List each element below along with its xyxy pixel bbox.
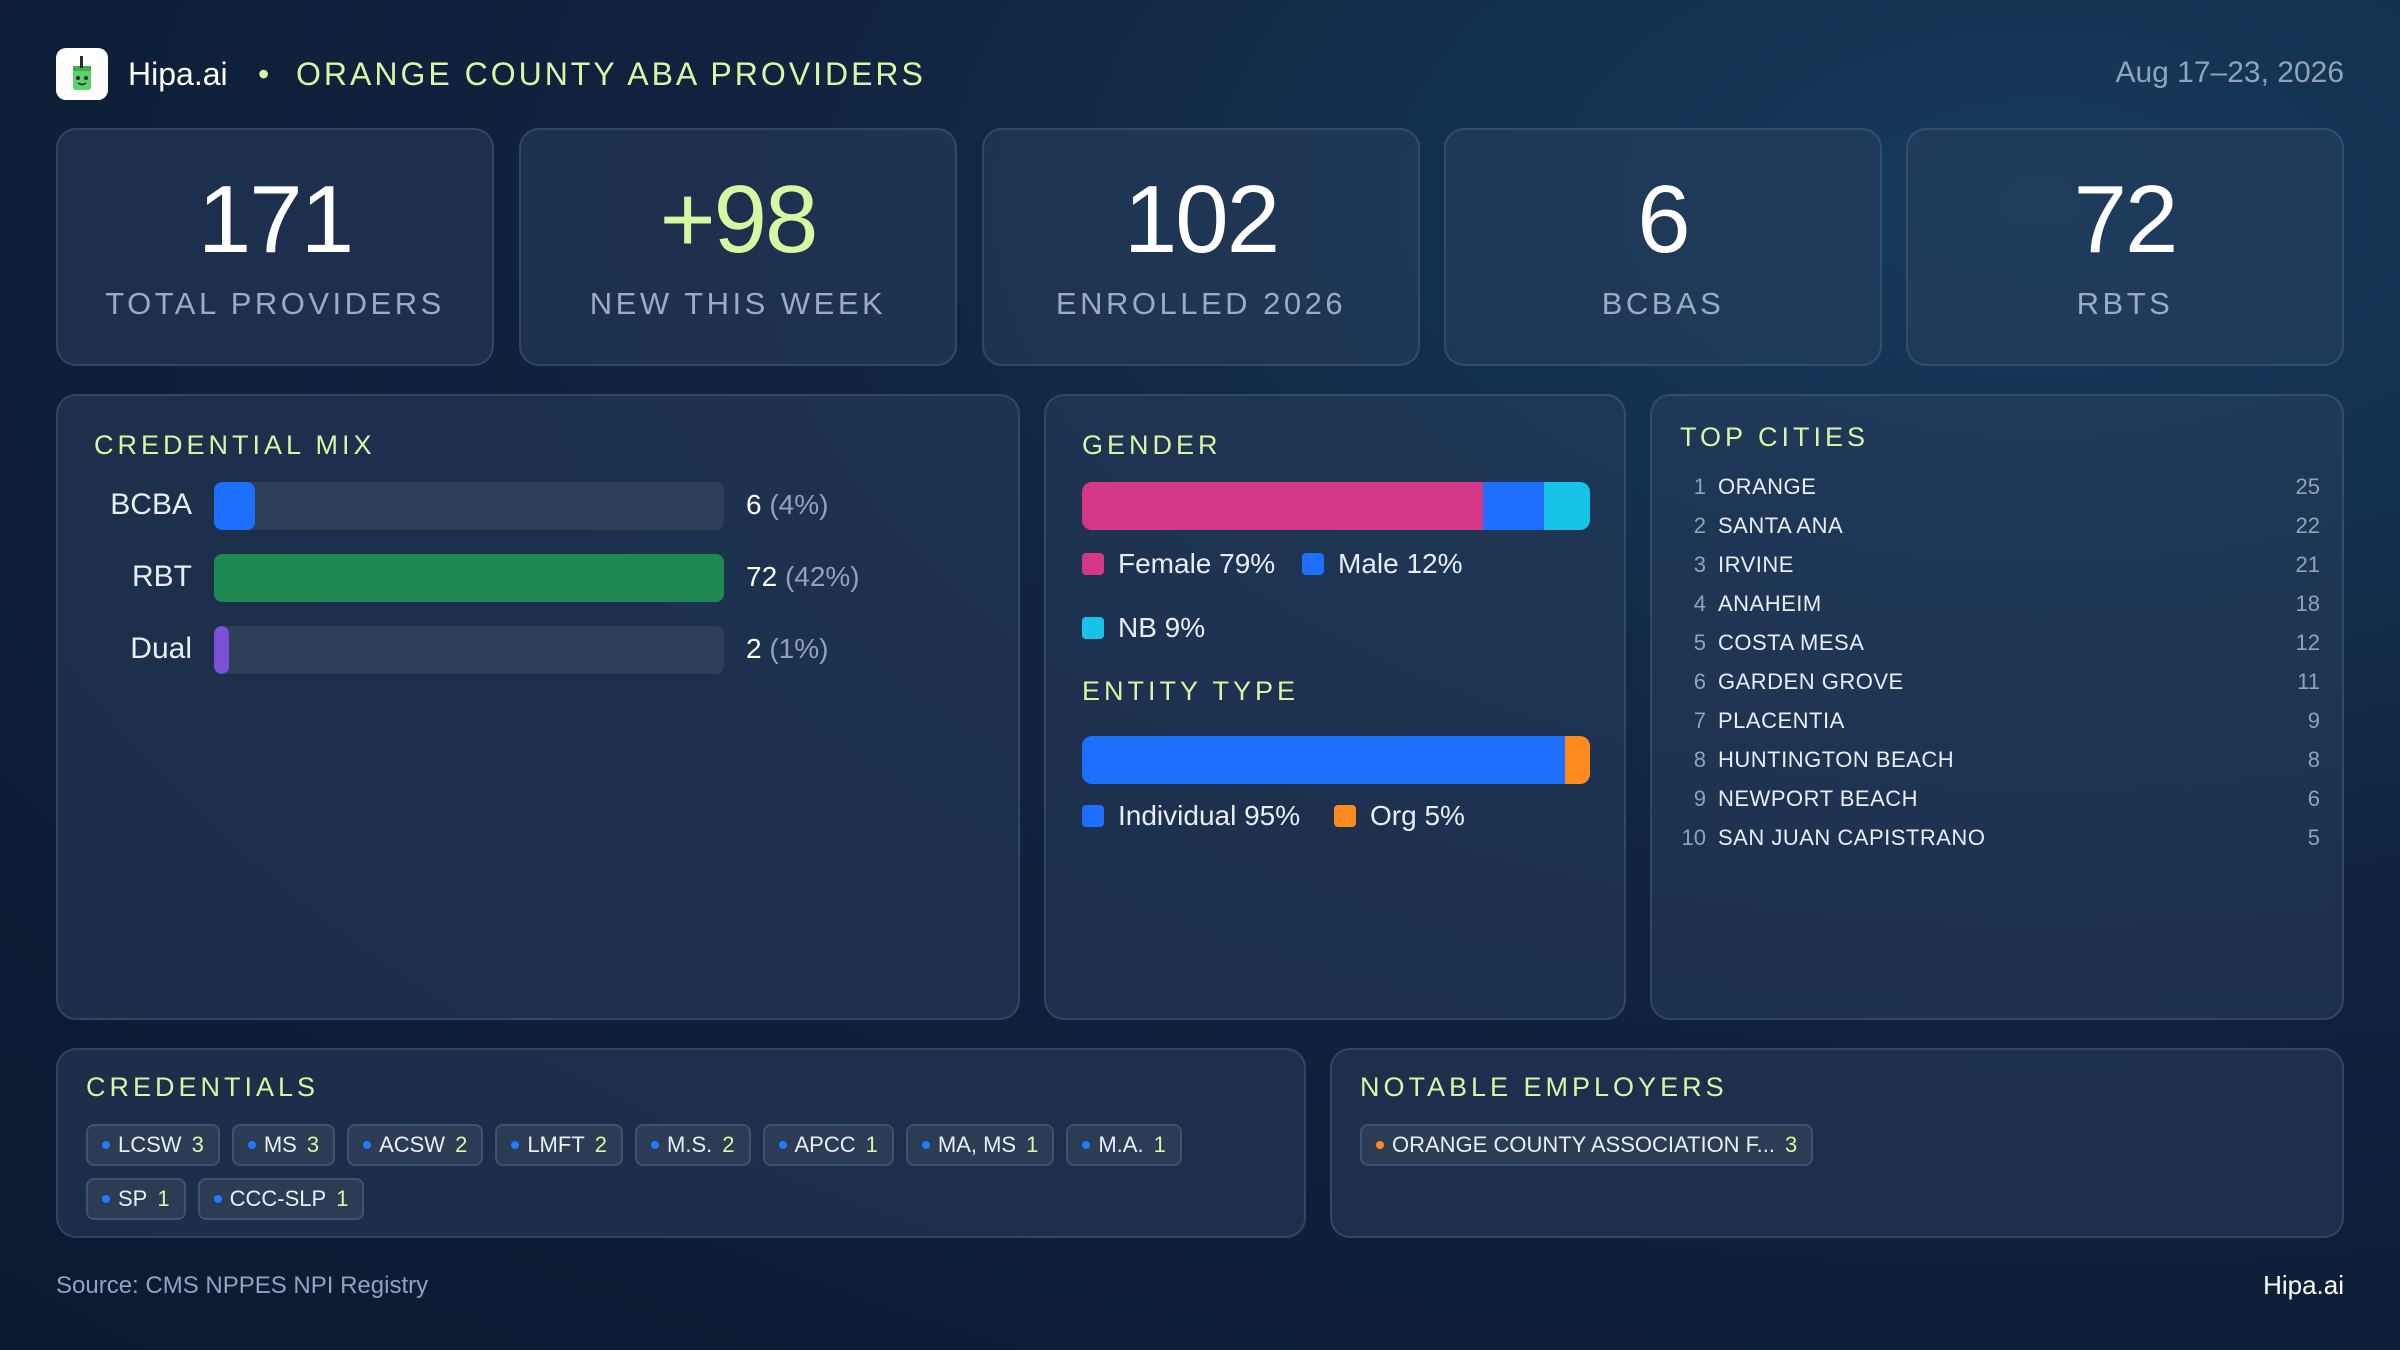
bar-label: Dual (130, 632, 192, 665)
kpi-new-this-week: +98 NEW THIS WEEK (519, 128, 957, 366)
credential-chip[interactable]: M.A. 1 (1066, 1124, 1182, 1166)
kpi-bcbas: 6 BCBAS (1444, 128, 1882, 366)
entity-segment-org (1564, 736, 1590, 784)
city-row: 8 HUNTINGTON BEACH 8 (1693, 747, 2320, 772)
bar-track (214, 482, 724, 530)
date-range: Aug 17–23, 2026 (2115, 56, 2344, 89)
employers-panel: NOTABLE EMPLOYERS ORANGE COUNTY ASSOCIAT… (1330, 1048, 2344, 1238)
kpi-label: BCBAS (1601, 286, 1725, 321)
credential-chips: LCSW 3 MS 3 ACSW 2 LMFT 2 M.S. 2 APCC 1 MA, MS… (86, 1124, 1276, 1220)
legend-female: Female 79% (1082, 548, 1275, 580)
credential-chip[interactable]: M.S. 2 (635, 1124, 751, 1166)
section-title: NOTABLE EMPLOYERS (1360, 1072, 1728, 1102)
employer-chip[interactable]: ORANGE COUNTY ASSOCIATION F... 3 (1360, 1124, 1814, 1166)
gender-segment-male (1483, 482, 1545, 530)
gender-segment-nb (1544, 482, 1590, 530)
bar-value: 6 (4%) (746, 489, 829, 520)
kpi-label: ENROLLED 2026 (1055, 286, 1347, 321)
legend-org: Org 5% (1334, 800, 1465, 832)
credential-chip[interactable]: ACSW 2 (347, 1124, 484, 1166)
kpi-value: 171 (197, 166, 354, 273)
bar-row-bcba: BCBA 6 (4%) (58, 482, 958, 532)
legend-male: Male 12% (1302, 548, 1463, 580)
credential-mix-panel: CREDENTIAL MIX BCBA 6 (4%) RBT 72 (42%) … (56, 394, 1020, 1020)
section-title: CREDENTIAL MIX (94, 430, 376, 460)
bar-value: 2 (1%) (746, 633, 829, 664)
city-row: 3 IRVINE 21 (1693, 552, 2320, 577)
bar-row-rbt: RBT 72 (42%) (58, 554, 958, 604)
bar-value: 72 (42%) (746, 561, 860, 592)
source-note: Source: CMS NPPES NPI Registry (56, 1272, 429, 1299)
city-row: 5 COSTA MESA 12 (1693, 630, 2320, 655)
city-row: 6 GARDEN GROVE 11 (1693, 669, 2320, 694)
credential-chip[interactable]: LCSW 3 (86, 1124, 220, 1166)
legend-individual: Individual 95% (1082, 800, 1300, 832)
bar-label: RBT (132, 560, 192, 593)
gender-entity-panel: GENDER Female 79% Male 12% NB 9% ENTITY … (1044, 394, 1626, 1020)
kpi-label: RBTS (2076, 286, 2174, 321)
credential-chip[interactable]: LMFT 2 (495, 1124, 624, 1166)
bar-row-dual: Dual 2 (1%) (58, 626, 958, 676)
credentials-panel: CREDENTIALS LCSW 3 MS 3 ACSW 2 LMFT 2 M.S. 2 … (56, 1048, 1306, 1238)
city-row: 7 PLACENTIA 9 (1693, 708, 2320, 733)
legend-nb: NB 9% (1082, 612, 1205, 644)
bar-track (214, 554, 724, 602)
kpi-label: TOTAL PROVIDERS (105, 286, 445, 321)
kpi-total-providers: 171 TOTAL PROVIDERS (56, 128, 494, 366)
bar-fill (214, 554, 724, 602)
gender-stacked-bar (1082, 482, 1590, 530)
footer-brand: Hipa.ai (2263, 1270, 2344, 1300)
credential-chip[interactable]: APCC 1 (762, 1124, 894, 1166)
credential-chip[interactable]: SP 1 (86, 1178, 186, 1220)
kpi-rbts: 72 RBTS (1906, 128, 2344, 366)
page-title: ORANGE COUNTY ABA PROVIDERS (296, 56, 926, 92)
kpi-enrolled: 102 ENROLLED 2026 (982, 128, 1420, 366)
entity-segment-individual (1082, 736, 1565, 784)
entity-stacked-bar (1082, 736, 1590, 784)
gender-segment-female (1082, 482, 1484, 530)
title-separator: • (258, 56, 270, 92)
top-cities-panel: TOP CITIES 1 ORANGE 25 2 SANTA ANA 22 3 IRVIN… (1650, 394, 2344, 1020)
section-title: CREDENTIALS (86, 1072, 320, 1102)
employer-chips: ORANGE COUNTY ASSOCIATION F... 3 (1360, 1124, 2310, 1166)
city-row: 2 SANTA ANA 22 (1693, 513, 2320, 538)
credential-chip[interactable]: MA, MS 1 (905, 1124, 1055, 1166)
credential-chip[interactable]: MS 3 (231, 1124, 336, 1166)
bar-track (214, 626, 724, 674)
city-row: 4 ANAHEIM 18 (1693, 591, 2320, 616)
kpi-label: NEW THIS WEEK (589, 286, 887, 321)
kpi-value: 6 (1637, 166, 1690, 273)
section-title: GENDER (1082, 430, 1222, 460)
kpi-value: +98 (659, 166, 819, 273)
city-row: 10 SAN JUAN CAPISTRANO 5 (1681, 825, 2320, 850)
bar-fill (214, 626, 230, 674)
kpi-value: 102 (1123, 166, 1280, 273)
bar-fill (214, 482, 255, 530)
section-title: TOP CITIES (1680, 422, 1870, 452)
credential-chip[interactable]: CCC-SLP 1 (197, 1178, 365, 1220)
cup-icon (56, 48, 108, 100)
header: Hipa.ai • ORANGE COUNTY ABA PROVIDERS Au… (56, 48, 2344, 100)
brand-name: Hipa.ai (128, 56, 228, 92)
city-row: 1 ORANGE 25 (1693, 474, 2320, 499)
city-row: 9 NEWPORT BEACH 6 (1693, 786, 2320, 811)
kpi-value: 72 (2073, 166, 2179, 273)
section-title: ENTITY TYPE (1082, 676, 1300, 706)
bar-label: BCBA (110, 488, 192, 521)
